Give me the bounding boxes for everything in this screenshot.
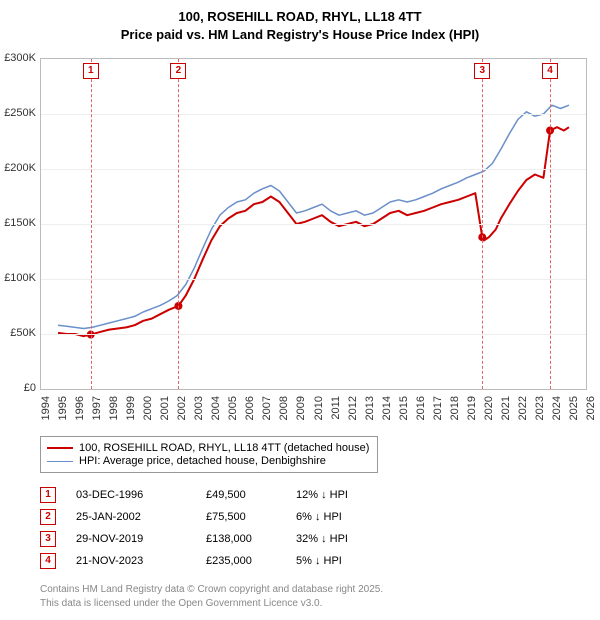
gridline [41,169,586,170]
x-tick-label: 2002 [176,396,188,420]
footer-line-1: Contains HM Land Registry data © Crown c… [40,583,383,597]
y-tick-label: £0 [24,382,36,394]
sale-price: £138,000 [206,533,296,545]
sale-date: 03-DEC-1996 [76,489,206,501]
series-property [58,127,569,336]
sale-price: £49,500 [206,489,296,501]
footer-attribution: Contains HM Land Registry data © Crown c… [40,583,383,610]
x-tick-label: 2026 [585,396,597,420]
sale-date: 21-NOV-2023 [76,555,206,567]
x-tick-label: 2022 [517,396,529,420]
x-tick-label: 2024 [551,396,563,420]
sale-row-marker: 4 [40,553,56,569]
x-tick-label: 2019 [466,396,478,420]
x-tick-label: 2011 [330,396,342,420]
x-tick-label: 2004 [210,396,222,420]
y-axis-labels: £0£50K£100K£150K£200K£250K£300K [0,58,38,388]
y-tick-label: £100K [4,272,36,284]
x-tick-label: 2012 [347,396,359,420]
x-axis-labels: 1994 1995 1996 1997 1998 1999 2000 2001 2002 2003… [40,392,585,432]
chart-title: 100, ROSEHILL ROAD, RHYL, LL18 4TT Price… [0,0,600,43]
sale-marker-line [482,59,483,389]
x-tick-label: 2025 [568,396,580,420]
y-tick-label: £200K [4,162,36,174]
y-tick-label: £300K [4,52,36,64]
gridline [41,279,586,280]
x-tick-label: 2008 [278,396,290,420]
legend-swatch [47,461,73,462]
sale-marker-box: 3 [474,63,490,79]
x-tick-label: 2005 [227,396,239,420]
sales-table: 1 03-DEC-1996£49,50012% ↓ HPI 2 25-JAN-2002… [40,484,386,572]
sale-row: 3 29-NOV-2019£138,00032% ↓ HPI [40,528,386,550]
sale-marker-box: 4 [542,63,558,79]
y-tick-label: £150K [4,217,36,229]
x-tick-label: 1999 [125,396,137,420]
gridline [41,114,586,115]
footer-line-2: This data is licensed under the Open Gov… [40,597,383,611]
title-line-1: 100, ROSEHILL ROAD, RHYL, LL18 4TT [0,8,600,26]
series-hpi [58,105,569,328]
x-tick-label: 2001 [159,396,171,420]
sale-marker-box: 1 [83,63,99,79]
x-tick-label: 2018 [449,396,461,420]
legend-label: 100, ROSEHILL ROAD, RHYL, LL18 4TT (deta… [79,442,369,454]
legend-swatch [47,447,73,449]
sale-row-marker: 3 [40,531,56,547]
sale-diff: 5% ↓ HPI [296,555,386,567]
sale-date: 29-NOV-2019 [76,533,206,545]
x-tick-label: 2014 [381,396,393,420]
x-tick-label: 2009 [295,396,307,420]
sale-row-marker: 2 [40,509,56,525]
title-line-2: Price paid vs. HM Land Registry's House … [0,26,600,44]
sale-diff: 32% ↓ HPI [296,533,386,545]
x-tick-label: 2013 [364,396,376,420]
x-tick-label: 2017 [432,396,444,420]
sale-date: 25-JAN-2002 [76,511,206,523]
gridline [41,224,586,225]
x-tick-label: 1997 [91,396,103,420]
x-tick-label: 1996 [74,396,86,420]
x-tick-label: 2015 [398,396,410,420]
sale-price: £235,000 [206,555,296,567]
x-tick-label: 2010 [313,396,325,420]
x-tick-label: 2020 [483,396,495,420]
legend: 100, ROSEHILL ROAD, RHYL, LL18 4TT (deta… [40,436,378,473]
legend-row: 100, ROSEHILL ROAD, RHYL, LL18 4TT (deta… [47,442,369,454]
sale-diff: 12% ↓ HPI [296,489,386,501]
x-tick-label: 2023 [534,396,546,420]
sale-row-marker: 1 [40,487,56,503]
gridline [41,334,586,335]
x-tick-label: 2007 [261,396,273,420]
x-tick-label: 2000 [142,396,154,420]
sale-price: £75,500 [206,511,296,523]
sale-marker-line [178,59,179,389]
x-tick-label: 2021 [500,396,512,420]
sale-row: 2 25-JAN-2002£75,5006% ↓ HPI [40,506,386,528]
plot-area: 1 2 3 4 [40,58,587,390]
x-tick-label: 1994 [40,396,52,420]
legend-label: HPI: Average price, detached house, Denb… [79,455,326,467]
sale-marker-line [550,59,551,389]
sale-diff: 6% ↓ HPI [296,511,386,523]
x-tick-label: 2003 [193,396,205,420]
x-tick-label: 1998 [108,396,120,420]
x-tick-label: 2006 [244,396,256,420]
sale-row: 1 03-DEC-1996£49,50012% ↓ HPI [40,484,386,506]
legend-row: HPI: Average price, detached house, Denb… [47,455,369,467]
y-tick-label: £250K [4,107,36,119]
sale-row: 4 21-NOV-2023£235,0005% ↓ HPI [40,550,386,572]
sale-marker-box: 2 [170,63,186,79]
x-tick-label: 1995 [57,396,69,420]
sale-marker-line [91,59,92,389]
y-tick-label: £50K [10,327,36,339]
x-tick-label: 2016 [415,396,427,420]
